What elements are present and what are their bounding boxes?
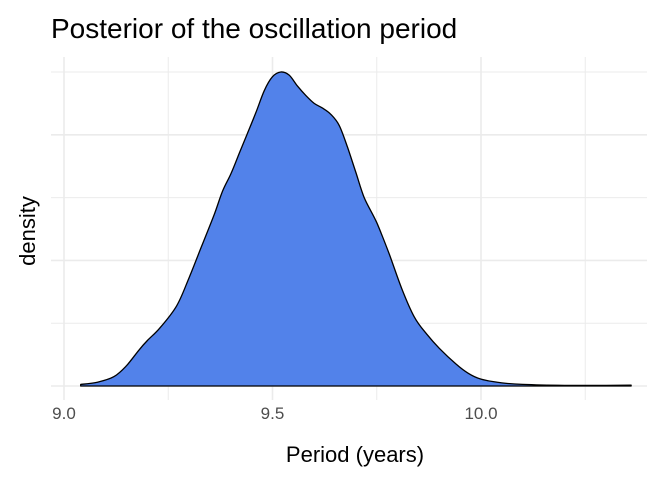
x-axis-ticks: 9.0 9.5 10.0 [52, 404, 497, 423]
x-tick-label: 9.5 [261, 404, 285, 423]
x-tick-label: 9.0 [52, 404, 76, 423]
chart-title: Posterior of the oscillation period [51, 13, 457, 44]
y-axis-title: density [15, 196, 40, 266]
density-line [80, 71, 632, 387]
plot-area [80, 71, 632, 387]
x-axis-title: Period (years) [286, 442, 424, 467]
density-area [80, 71, 632, 386]
x-tick-label: 10.0 [464, 404, 497, 423]
